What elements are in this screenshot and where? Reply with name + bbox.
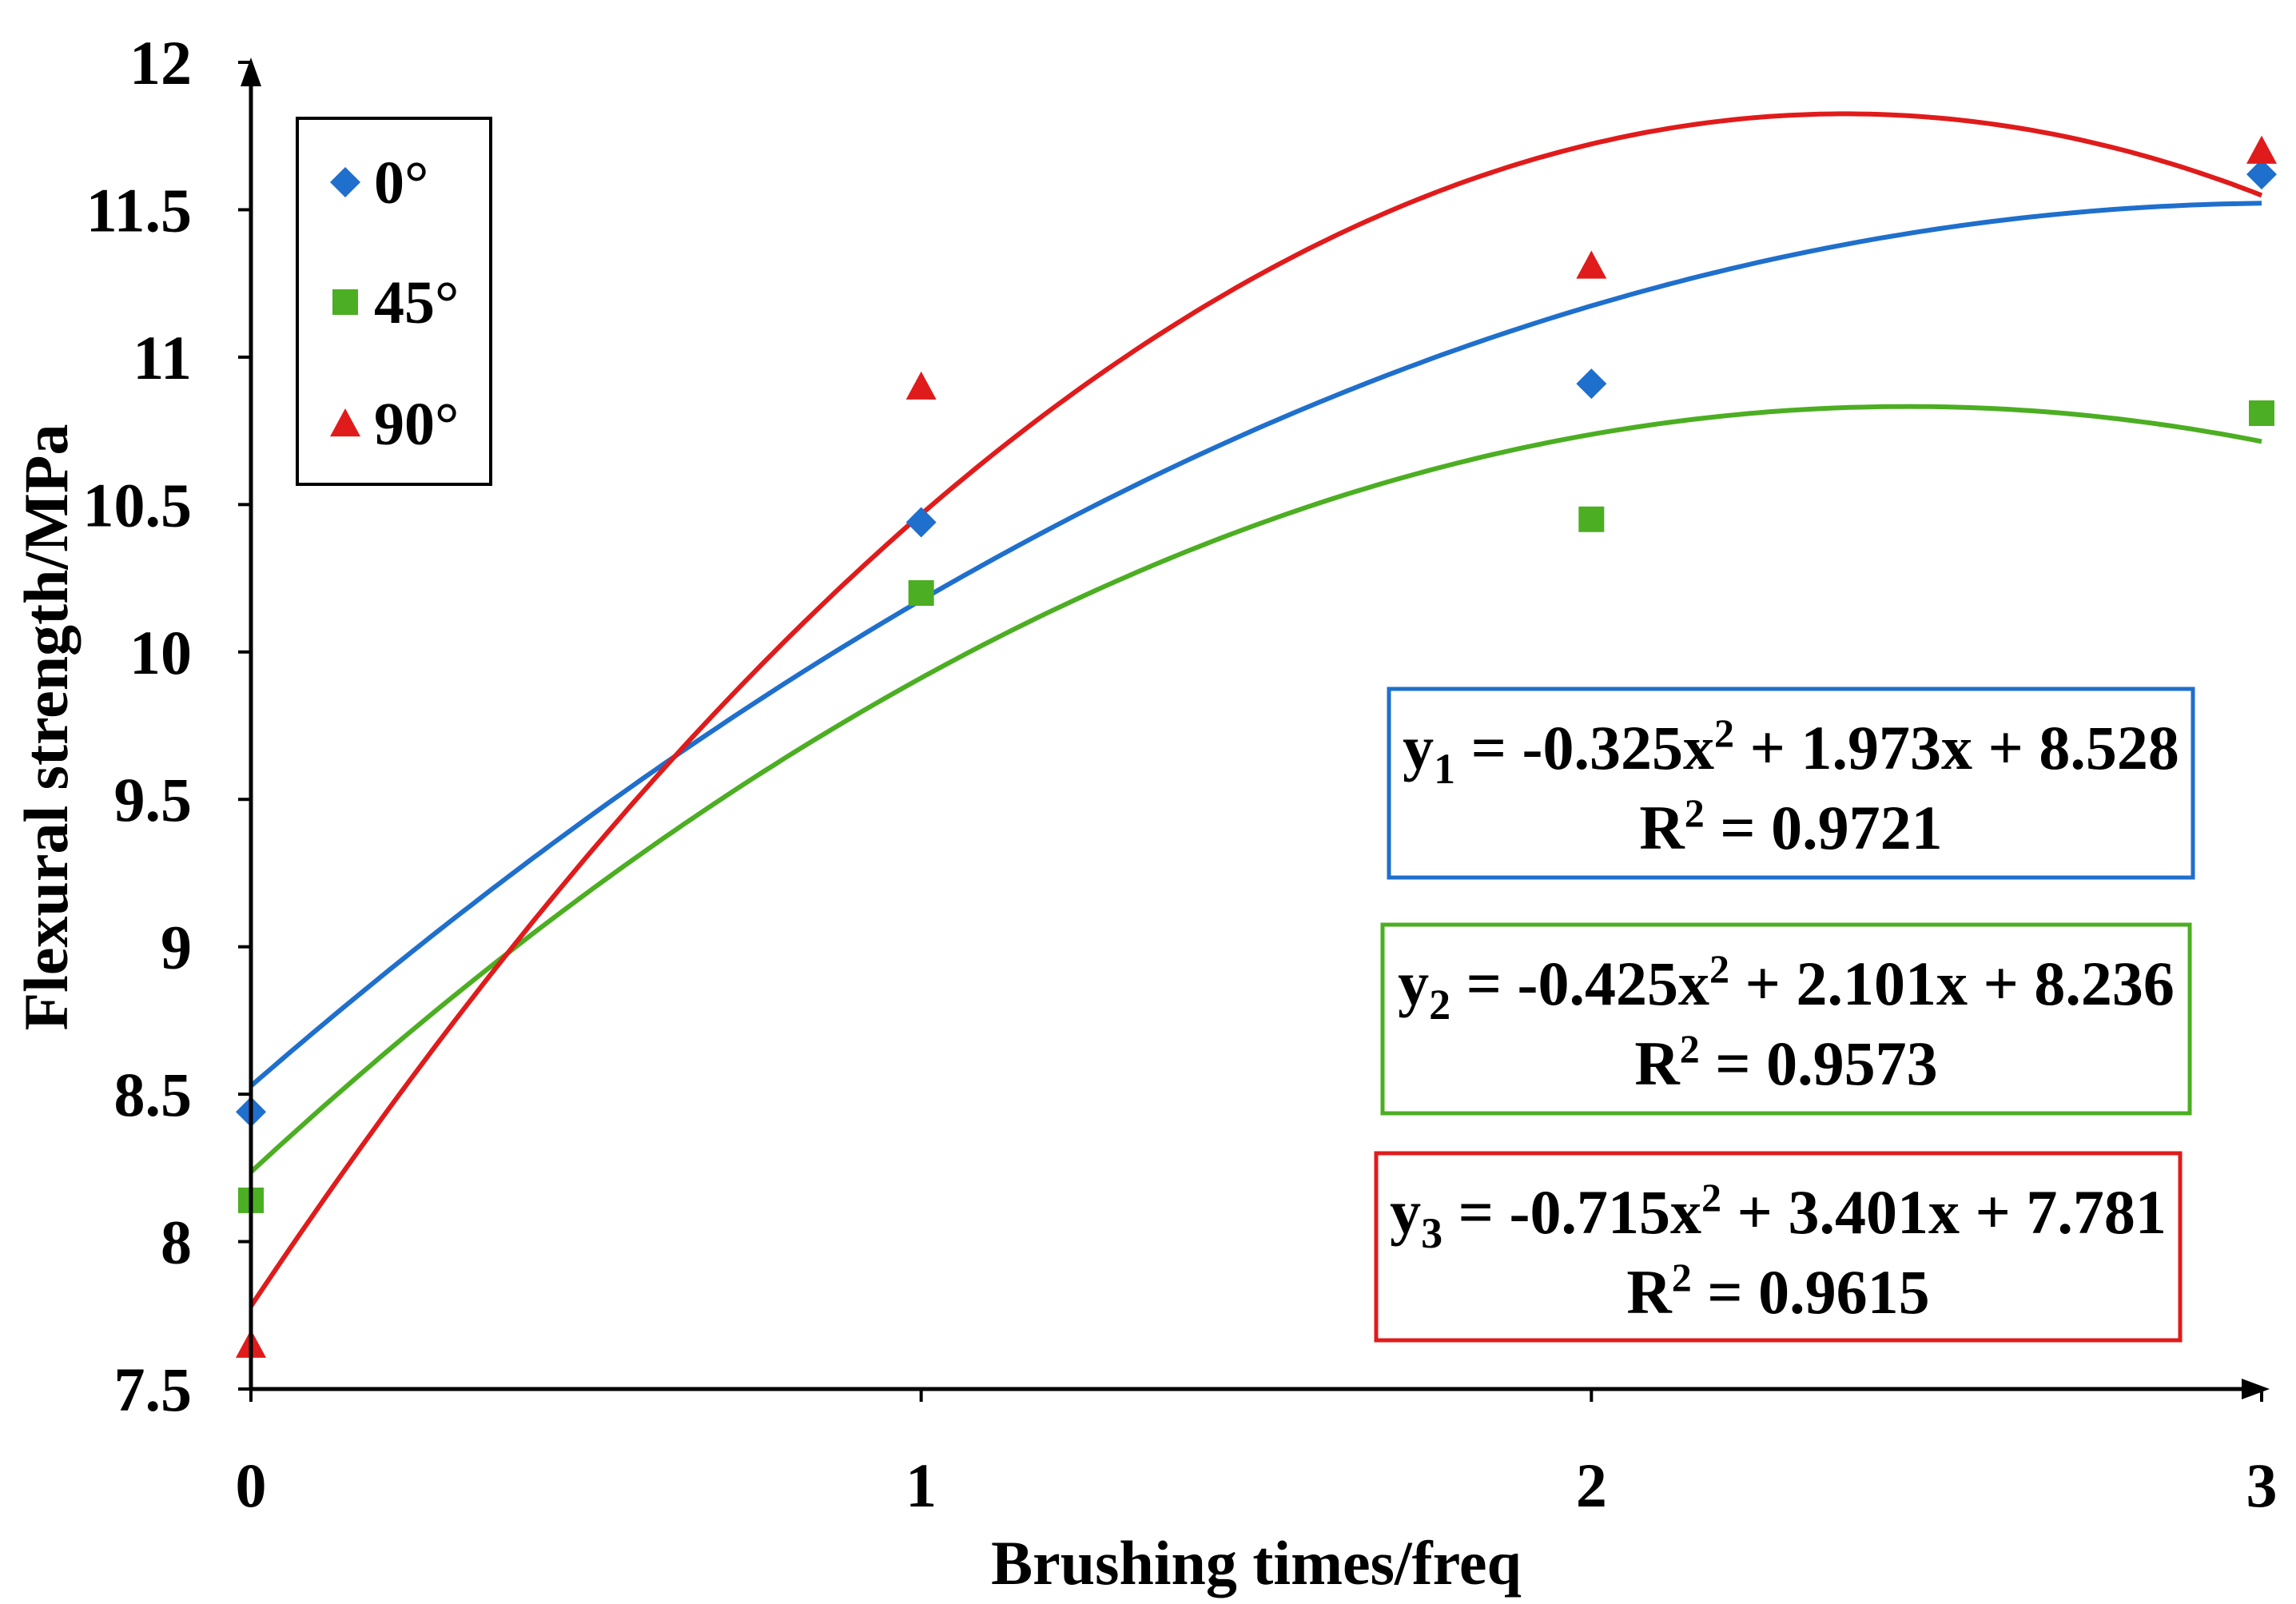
equation-superscript: 2: [1709, 946, 1729, 991]
equation-lhs: y: [1390, 1177, 1421, 1247]
equation-superscript: 2: [1701, 1175, 1721, 1220]
y-tick-label: 11.5: [86, 175, 192, 245]
fit-curve-series-2: [249, 404, 2262, 1174]
data-point-series-1-x2: [1576, 368, 1607, 400]
data-point-series-3-x2: [1576, 250, 1607, 279]
y-tick-label: 9.5: [114, 765, 193, 834]
r-squared-value: = 0.9573: [1700, 1029, 1938, 1098]
legend-label-series-2: 45°: [374, 269, 459, 336]
x-tick-label: 2: [1576, 1451, 1607, 1520]
equation-lhs: y: [1398, 949, 1429, 1018]
equation-middle: = -0.425x: [1450, 949, 1709, 1018]
y-tick-label: 8.5: [114, 1060, 193, 1129]
fit-curve-series-1: [249, 201, 2262, 1089]
fit-equation-series-2: y2 = -0.425x2 + 2.101x + 8.236: [1398, 946, 2175, 1029]
equation-middle: = -0.715x: [1442, 1177, 1701, 1247]
r-squared-series-1: R2 = 0.9721: [1639, 790, 1942, 862]
r-squared-lhs: R: [1634, 1029, 1681, 1098]
x-tick-label: 0: [236, 1451, 267, 1520]
equation-box-series-2: [1380, 922, 2192, 1116]
y-tick-label: 10.5: [83, 470, 193, 539]
fit-curve-series-3: [249, 111, 2263, 1307]
equation-box-series-3: [1374, 1151, 2183, 1343]
equation-subscript: 1: [1434, 745, 1455, 793]
equation-rhs: + 2.101x + 8.236: [1729, 949, 2175, 1018]
equation-rhs: + 1.973x + 8.528: [1734, 713, 2179, 782]
equation-middle: = -0.325x: [1455, 713, 1714, 782]
equation-rhs: + 3.401x + 7.781: [1721, 1177, 2167, 1247]
data-point-series-3-x1: [905, 371, 937, 400]
y-axis-arrow: [241, 58, 261, 86]
legend-marker-series-2: [332, 289, 358, 315]
data-point-series-1-x1: [905, 507, 937, 538]
equation-superscript: 2: [1714, 710, 1734, 755]
fit-equation-series-1: y1 = -0.325x2 + 1.973x + 8.528: [1403, 710, 2179, 793]
data-point-series-2-x2: [1578, 506, 1605, 532]
r-squared-superscript: 2: [1672, 1255, 1692, 1300]
data-point-series-2-x3: [2249, 400, 2274, 426]
x-axis-title: Brushing times/freq: [991, 1528, 1522, 1598]
r-squared-lhs: R: [1639, 793, 1685, 862]
legend-marker-series-1: [330, 167, 360, 197]
r-squared-superscript: 2: [1685, 790, 1705, 835]
equation-box-series-1: [1387, 687, 2195, 880]
y-axis-title: Flexural strength/MPa: [11, 424, 81, 1031]
legend-label-series-1: 0°: [374, 149, 428, 217]
x-tick-label: 3: [2246, 1451, 2278, 1520]
y-tick-label: 8: [161, 1208, 192, 1277]
data-point-series-1-x3: [2246, 159, 2277, 190]
x-axis-arrow: [2242, 1379, 2270, 1399]
r-squared-superscript: 2: [1680, 1026, 1700, 1071]
legend: 0° 45° 90°: [296, 117, 492, 486]
r-squared-value: = 0.9721: [1705, 793, 1943, 862]
equation-lhs: y: [1403, 713, 1434, 782]
legend-marker-series-3: [330, 408, 360, 437]
r-squared-series-3: R2 = 0.9615: [1626, 1255, 1929, 1327]
data-point-series-2-x1: [908, 580, 934, 606]
equation-subscript: 2: [1429, 981, 1450, 1029]
y-tick-label: 12: [129, 28, 192, 98]
y-tick-label: 11: [133, 323, 192, 392]
r-squared-series-2: R2 = 0.9573: [1634, 1026, 1937, 1098]
fit-equation-series-3: y3 = -0.715x2 + 3.401x + 7.781: [1390, 1175, 2167, 1257]
y-tick-label: 9: [161, 913, 192, 982]
equation-subscript: 3: [1421, 1209, 1442, 1257]
fit-curves: [249, 111, 2263, 1307]
y-tick-label: 7.5: [114, 1355, 193, 1424]
r-squared-value: = 0.9615: [1692, 1257, 1930, 1327]
data-point-series-3-x3: [2246, 135, 2277, 164]
y-tick-label: 10: [129, 618, 192, 687]
legend-label-series-3: 90°: [374, 391, 459, 458]
r-squared-lhs: R: [1626, 1257, 1673, 1327]
x-tick-label: 1: [905, 1451, 937, 1520]
legend-box: [296, 117, 492, 486]
